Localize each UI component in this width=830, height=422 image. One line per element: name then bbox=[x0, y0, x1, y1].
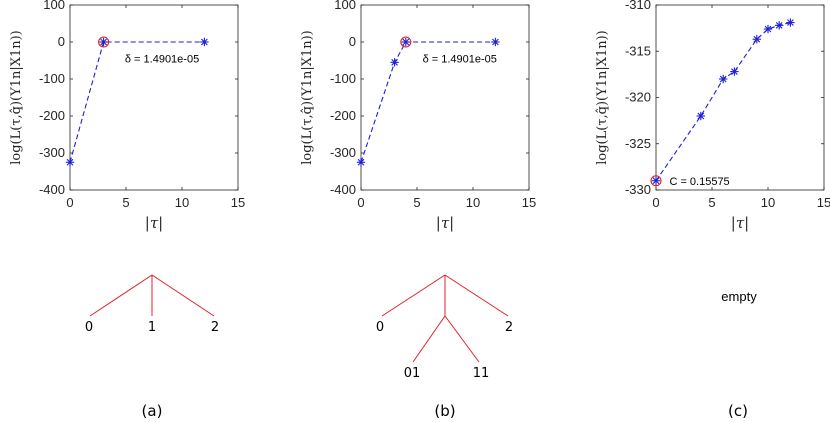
tree-b-leaf-11: 11 bbox=[473, 366, 490, 381]
chart-b: 0 5 10 15 100 0 -100 -200 -300 -400 |τ| log(L(τ,q̂)… bbox=[300, 0, 536, 232]
axes-box-c bbox=[655, 4, 825, 191]
tree-b-branch-0 bbox=[381, 274, 446, 317]
y-axis-label-a: log(L(τ,q̂)(Y1n|X1n)) bbox=[9, 30, 24, 165]
tree-a-branch-0 bbox=[89, 274, 153, 317]
x-tick-label-c-0: 0 bbox=[652, 195, 659, 210]
subfig-label-a: (a) bbox=[142, 402, 163, 420]
y-axis-label-c: log(L(τ,q̂)(Y1n|X1n)) bbox=[595, 30, 610, 165]
highlight-marker-c bbox=[650, 175, 662, 187]
tree-b-branch-11 bbox=[444, 315, 480, 363]
data-point-b-0 bbox=[356, 158, 366, 167]
tree-b-branch-2 bbox=[444, 274, 509, 317]
x-tick-label-c-3: 15 bbox=[817, 195, 830, 210]
data-point-c-1 bbox=[696, 111, 705, 121]
x-tick-label-b-3: 15 bbox=[522, 195, 536, 210]
highlight-marker-a bbox=[98, 36, 110, 48]
y-tick-label-c-1: -315 bbox=[625, 43, 651, 58]
tree-c-empty-label: empty bbox=[721, 289, 757, 304]
annotation-a: δ = 1.4901e-05 bbox=[125, 54, 199, 66]
y-tick-label-a-4: -300 bbox=[39, 145, 65, 160]
y-tick-label-b-2: -100 bbox=[330, 71, 356, 86]
data-point-b-2 bbox=[401, 37, 410, 47]
tree-a: 0 1 2 bbox=[85, 274, 219, 335]
tree-a-leaf-1: 1 bbox=[148, 320, 156, 335]
x-tick-label-c-2: 10 bbox=[761, 195, 775, 210]
y-tick-label-b-5: -400 bbox=[330, 182, 356, 197]
x-axis-label-b: |τ| bbox=[436, 214, 454, 232]
x-axis-label-a: |τ| bbox=[145, 214, 163, 232]
y-tick-label-b-0: 100 bbox=[334, 0, 356, 12]
y-tick-label-a-1: 0 bbox=[58, 34, 65, 49]
tree-b-leaf-2: 2 bbox=[505, 320, 513, 335]
tree-b-leaf-0: 0 bbox=[376, 320, 384, 335]
y-tick-label-b-4: -300 bbox=[330, 145, 356, 160]
subfig-label-c: (c) bbox=[728, 402, 748, 420]
data-point-a-1 bbox=[99, 37, 108, 47]
y-tick-label-c-2: -320 bbox=[625, 90, 651, 105]
x-tick-label-a-1: 5 bbox=[122, 195, 129, 210]
series-line-c-0 bbox=[655, 22, 791, 182]
data-point-c-6 bbox=[775, 21, 784, 30]
x-tick-label-b-1: 5 bbox=[413, 195, 420, 210]
x-tick-label-a-2: 10 bbox=[175, 195, 189, 210]
subfig-label-b: (b) bbox=[434, 402, 455, 420]
y-tick-label-a-3: -200 bbox=[39, 108, 65, 123]
data-point-c-5 bbox=[763, 24, 773, 34]
tree-b: 0 2 01 11 bbox=[376, 274, 513, 381]
tree-a-leaf-0: 0 bbox=[85, 320, 93, 335]
data-point-c-0 bbox=[651, 176, 661, 185]
tree-b-leaf-01: 01 bbox=[404, 366, 421, 381]
annotation-c: C = 0.15575 bbox=[669, 176, 729, 188]
data-point-a-0 bbox=[65, 158, 75, 167]
y-tick-label-b-1: 0 bbox=[349, 34, 356, 49]
data-point-c-7 bbox=[786, 18, 795, 27]
y-tick-label-c-4: -330 bbox=[625, 182, 651, 197]
x-axis-label-c: |τ| bbox=[731, 214, 749, 232]
y-tick-label-a-5: -400 bbox=[39, 182, 65, 197]
y-tick-label-a-0: 100 bbox=[43, 0, 65, 12]
x-tick-label-a-0: 0 bbox=[66, 195, 73, 210]
x-tick-label-c-1: 5 bbox=[708, 195, 715, 210]
data-point-c-3 bbox=[730, 67, 739, 76]
chart-a: 0 5 10 15 100 0 -100 -200 -300 -400 |τ| log(L(τ,q̂)… bbox=[9, 0, 245, 232]
tree-b-branch-01 bbox=[412, 315, 446, 363]
chart-c: 0 5 10 15 -310 -315 -320 -325 -330 |τ| log(L(τ,q̂)… bbox=[595, 0, 830, 232]
x-tick-label-a-3: 15 bbox=[231, 195, 245, 210]
data-point-c-2 bbox=[719, 74, 728, 84]
axes-box-b bbox=[360, 4, 530, 191]
annotation-b: δ = 1.4901e-05 bbox=[423, 54, 497, 66]
y-tick-label-b-3: -200 bbox=[330, 108, 356, 123]
series-line-b-0 bbox=[360, 41, 496, 163]
axes-box-a bbox=[69, 4, 239, 191]
highlight-marker-b bbox=[400, 36, 412, 48]
y-axis-label-b: log(L(τ,q̂)(Y1n|X1n)) bbox=[300, 30, 315, 165]
data-point-c-4 bbox=[752, 35, 761, 44]
y-tick-label-c-3: -325 bbox=[625, 136, 651, 151]
y-tick-label-c-0: -310 bbox=[625, 0, 651, 12]
tree-a-leaf-2: 2 bbox=[211, 320, 219, 335]
data-point-a-2 bbox=[200, 37, 209, 47]
data-point-b-1 bbox=[390, 58, 399, 67]
data-point-b-3 bbox=[491, 37, 500, 47]
tree-a-branch-2 bbox=[151, 274, 215, 317]
y-tick-label-a-2: -100 bbox=[39, 71, 65, 86]
x-tick-label-b-2: 10 bbox=[466, 195, 480, 210]
x-tick-label-b-0: 0 bbox=[357, 195, 364, 210]
